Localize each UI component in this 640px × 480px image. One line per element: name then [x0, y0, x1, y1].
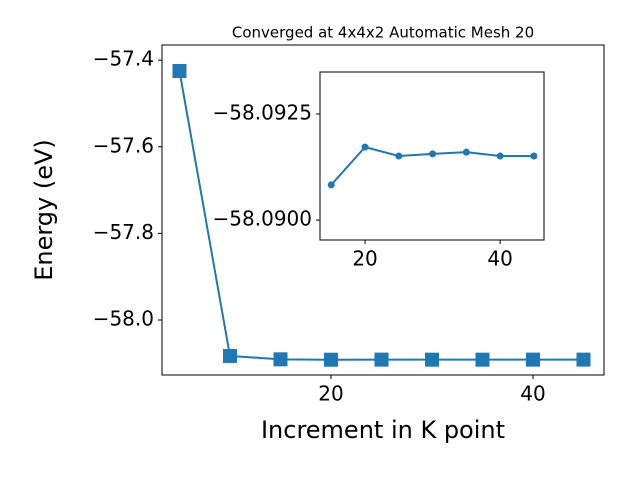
marker	[576, 352, 591, 367]
x-axis-label: Increment in K point	[261, 416, 505, 444]
marker	[273, 352, 288, 367]
y-axis-label: Energy (eV)	[30, 139, 58, 281]
marker	[323, 352, 338, 367]
y-tick-label: −57.4	[93, 47, 154, 71]
marker	[429, 150, 437, 158]
x-tick-label: 40	[520, 382, 545, 406]
marker	[361, 143, 369, 151]
x-tick-label: 40	[487, 247, 512, 271]
marker	[374, 352, 389, 367]
x-tick-label: 20	[318, 382, 343, 406]
y-tick-label: −57.8	[93, 220, 154, 244]
x-tick-label: 20	[352, 247, 377, 271]
marker	[496, 152, 504, 160]
marker	[222, 348, 237, 363]
marker	[172, 63, 187, 78]
marker	[424, 352, 439, 367]
marker	[525, 352, 540, 367]
marker	[475, 352, 490, 367]
y-tick-label: −58.0925	[213, 101, 312, 125]
marker	[530, 152, 538, 160]
y-tick-label: −57.6	[93, 133, 154, 157]
marker	[462, 148, 470, 156]
y-tick-label: −58.0	[93, 307, 154, 331]
marker	[395, 152, 403, 160]
y-tick-label: −58.0900	[213, 207, 312, 231]
marker	[327, 181, 335, 189]
chart-title: Converged at 4x4x2 Automatic Mesh 20	[232, 24, 534, 42]
